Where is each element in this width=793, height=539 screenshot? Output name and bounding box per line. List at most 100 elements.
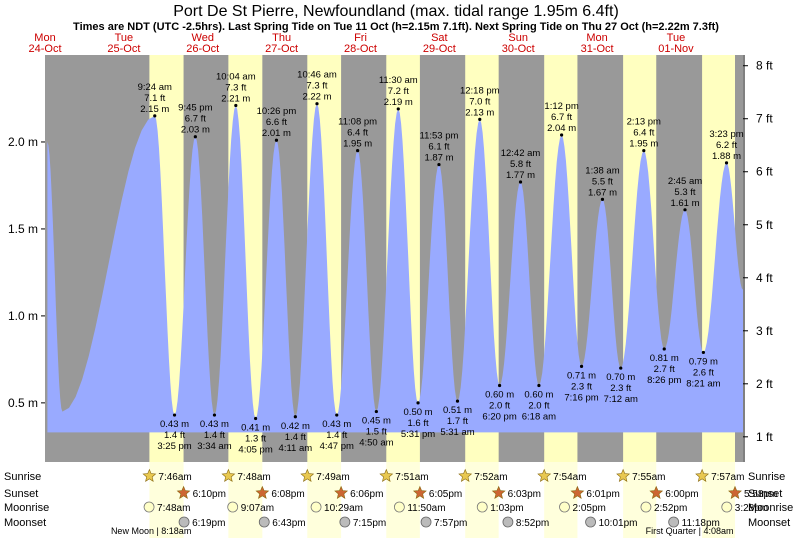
sunrise-time: 7:54am	[553, 472, 586, 483]
date-label: 25-Oct	[107, 43, 140, 55]
tide-point	[683, 208, 687, 212]
high-tide-time: 12:42 am	[501, 148, 541, 159]
tide-point	[153, 114, 157, 118]
high-tide-m: 2.03 m	[181, 125, 210, 136]
moonrise-time: 2:52pm	[654, 503, 687, 514]
moonrise-icon	[559, 501, 570, 513]
sunrise-time: 7:51am	[395, 472, 428, 483]
tide-point	[212, 413, 217, 417]
moonset-time: 10:01pm	[599, 518, 638, 529]
low-tide-time: 8:21 am	[686, 378, 720, 389]
low-tide-m: 0.70 m	[606, 372, 635, 383]
high-tide-time: 11:08 pm	[338, 117, 377, 128]
sunset-time: 6:01pm	[586, 489, 619, 500]
high-tide-ft: 6.4 ft	[633, 128, 654, 139]
high-tide-time: 9:45 pm	[178, 103, 212, 114]
tide-point	[234, 103, 238, 108]
sunrise-time: 7:55am	[632, 472, 665, 483]
low-tide-ft: 2.0 ft	[528, 400, 549, 411]
high-tide-m: 2.21 m	[221, 93, 250, 104]
high-tide-time: 1:12 pm	[544, 101, 578, 112]
row-label-left: Moonset	[4, 517, 46, 529]
low-tide-m: 0.43 m	[200, 419, 229, 430]
day-of-week-label: Tue	[667, 32, 686, 44]
low-tide-time: 4:11 am	[279, 443, 313, 454]
low-tide-ft: 1.4 ft	[326, 430, 347, 441]
low-tide-m: 0.43 m	[322, 419, 351, 430]
low-tide-ft: 1.4 ft	[204, 430, 225, 441]
moonrise-time: 11:50am	[407, 503, 445, 514]
high-tide-time: 10:04 am	[216, 71, 256, 82]
moonset-time: 8:52pm	[516, 518, 549, 529]
chart-subtitle: Times are NDT (UTC -2.5hrs). Last Spring…	[73, 21, 719, 33]
high-tide-ft: 7.3 ft	[306, 81, 327, 92]
sunrise-time: 7:49am	[316, 472, 349, 483]
tide-point	[559, 133, 564, 137]
high-tide-m: 2.19 m	[384, 97, 413, 108]
low-tide-time: 7:16 pm	[564, 392, 598, 403]
day-of-week-label: Sun	[508, 32, 528, 44]
tide-point	[396, 107, 400, 111]
row-label-right: Sunset	[748, 488, 782, 500]
low-tide-time: 8:26 pm	[647, 375, 681, 386]
high-tide-m: 2.13 m	[465, 107, 494, 118]
tide-curve	[47, 103, 743, 433]
low-tide-ft: 1.4 ft	[285, 432, 306, 443]
high-tide-m: 1.88 m	[712, 151, 741, 162]
tide-point	[724, 161, 729, 165]
day-labels: Mon24-OctTue25-OctWed26-OctThu27-OctFri2…	[28, 32, 694, 55]
day-of-week-label: Mon	[34, 32, 55, 44]
sunset-icon	[412, 485, 427, 499]
y-tick-label-m: 1.5 m	[8, 222, 38, 236]
sunrise-icon	[695, 468, 710, 482]
sunrise-icon	[300, 468, 315, 482]
moonrise-icon	[227, 501, 239, 513]
low-tide-ft: 1.6 ft	[407, 418, 428, 429]
tide-point	[478, 117, 482, 121]
high-tide-m: 1.67 m	[588, 187, 617, 198]
low-tide-m: 0.41 m	[241, 423, 270, 434]
row-label-left: Moonrise	[4, 502, 49, 514]
high-tide-ft: 7.1 ft	[144, 93, 165, 104]
tide-point	[518, 180, 523, 184]
moonset-icon	[258, 516, 270, 528]
row-label-left: Sunset	[4, 488, 38, 500]
low-tide-m: 0.50 m	[404, 407, 433, 418]
low-tide-time: 6:18 am	[522, 411, 556, 422]
tide-point	[642, 149, 646, 153]
high-tide-ft: 6.7 ft	[551, 112, 572, 123]
moonrise-icon	[476, 501, 488, 513]
moonset-time: 7:57pm	[434, 518, 467, 529]
low-tide-m: 0.42 m	[281, 421, 310, 432]
low-tide-time: 6:20 pm	[482, 411, 516, 422]
y-tick-label-ft: 8 ft	[756, 59, 773, 73]
high-tide-m: 1.95 m	[629, 139, 658, 150]
y-tick-label-m: 2.0 m	[8, 135, 38, 149]
high-tide-time: 3:23 pm	[709, 129, 743, 140]
moonrise-time: 7:48am	[157, 503, 190, 514]
row-label-right: Sunrise	[748, 471, 785, 483]
moonrise-icon	[393, 501, 405, 513]
axes: 0.5 m 1.0 m 1.5 m 2.0 m 1 ft 2 ft 3 ft 4 ft 5 ft…	[8, 55, 773, 462]
row-label-right: Moonrise	[748, 502, 793, 514]
y-tick-label-ft: 7 ft	[756, 112, 773, 126]
sunrise-icon	[616, 468, 631, 482]
high-tide-ft: 6.6 ft	[266, 117, 287, 128]
day-of-week-label: Thu	[272, 32, 291, 44]
sunset-icon	[255, 485, 270, 499]
moonset-time: 6:19pm	[192, 518, 225, 529]
moon-phase-label: First Quarter | 4:08am	[646, 526, 734, 536]
day-of-week-label: Mon	[586, 32, 607, 44]
moonset-icon	[420, 516, 432, 528]
moonset-icon	[502, 516, 514, 528]
sunset-time: 6:03pm	[508, 489, 541, 500]
low-tide-ft: 1.4 ft	[164, 430, 185, 441]
tide-point	[600, 197, 605, 201]
low-tide-m: 0.43 m	[160, 419, 189, 430]
sunset-icon	[176, 485, 191, 499]
low-tide-ft: 1.7 ft	[447, 416, 468, 427]
low-tide-m: 0.51 m	[443, 405, 472, 416]
date-label: 24-Oct	[28, 43, 61, 55]
moonset-icon	[585, 516, 596, 528]
high-tide-time: 9:24 am	[138, 82, 172, 93]
